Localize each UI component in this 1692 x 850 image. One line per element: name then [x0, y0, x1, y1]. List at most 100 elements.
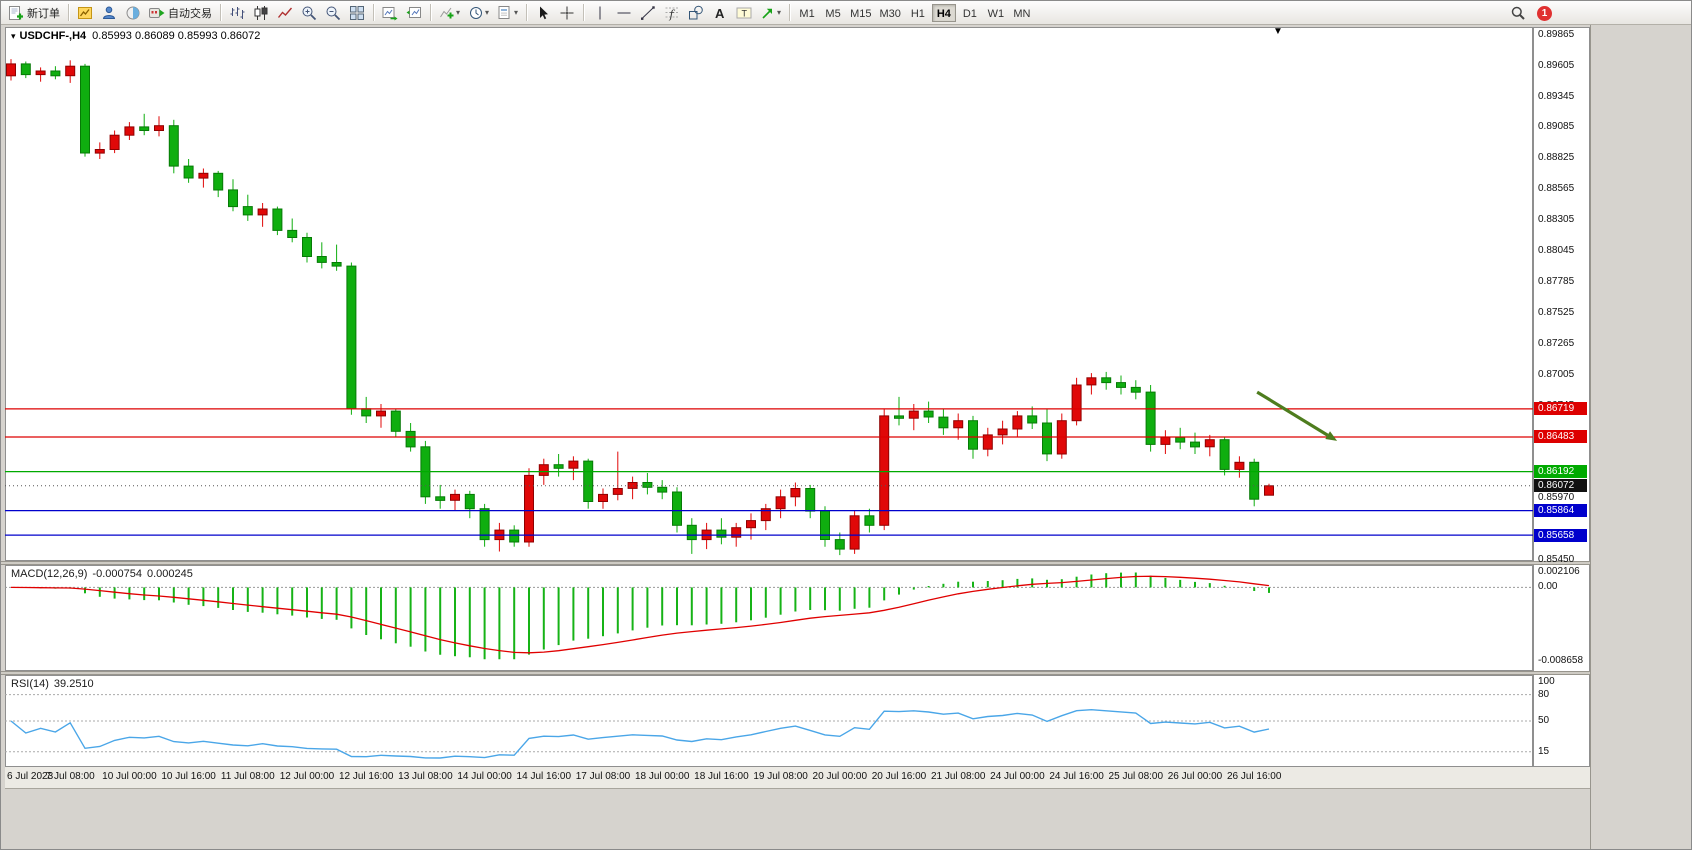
price-tick: 0.87265 — [1538, 337, 1575, 349]
current-price-tag: 0.86072 — [1534, 479, 1587, 493]
tile-windows-icon — [349, 5, 365, 21]
price-axis[interactable] — [1533, 27, 1590, 767]
timeframe-m15[interactable]: M15 — [850, 7, 872, 20]
price-line-tag: 0.85658 — [1534, 528, 1587, 542]
price-chart-area[interactable] — [5, 27, 1533, 561]
notification-badge[interactable]: 1 — [1537, 5, 1552, 21]
panel-splitter[interactable] — [1, 561, 1590, 565]
toolbar-right-group: 1 — [1506, 1, 1552, 25]
dropdown-caret-icon: ▾ — [485, 8, 490, 17]
new-order-icon — [8, 5, 24, 21]
macd-panel[interactable] — [5, 565, 1533, 671]
candle-chart-icon — [253, 5, 269, 21]
timeframe-m5[interactable]: M5 — [825, 7, 841, 20]
data-window-button[interactable] — [122, 3, 144, 23]
v-line-icon — [592, 5, 608, 21]
time-axis[interactable] — [5, 767, 1590, 789]
line-chart-button[interactable] — [274, 3, 296, 23]
macd-signal-value: 0.000245 — [146, 568, 193, 580]
price-line-tag: 0.85864 — [1534, 504, 1587, 518]
zoom-out-button[interactable] — [322, 3, 344, 23]
trendline-icon — [640, 5, 656, 21]
search-button[interactable] — [1507, 3, 1529, 23]
time-label: 24 Jul 00:00 — [990, 771, 1045, 782]
new-chart-icon — [77, 5, 93, 21]
new-order-button[interactable]: 新订单 — [5, 3, 63, 23]
macd-axis-label: 0.00 — [1538, 581, 1558, 593]
new-chart-button[interactable] — [74, 3, 96, 23]
price-tick: 0.89865 — [1538, 28, 1575, 40]
zoom-out-icon — [325, 5, 341, 21]
price-tick: 0.89605 — [1538, 59, 1575, 71]
time-label: 18 Jul 00:00 — [634, 771, 690, 782]
zoom-in-button[interactable] — [298, 3, 320, 23]
timeframe-m1[interactable]: M1 — [799, 7, 815, 20]
price-tick: 0.85450 — [1538, 553, 1575, 565]
rsi-axis-label: 15 — [1538, 745, 1550, 757]
chart-collapse-icon[interactable]: ▾ — [11, 31, 16, 41]
time-label: 18 Jul 16:00 — [694, 771, 749, 782]
timeframe-w1[interactable]: W1 — [987, 7, 1005, 20]
rsi-panel[interactable] — [5, 675, 1533, 767]
macd-name: MACD(12,26,9) — [11, 568, 88, 580]
time-label: 21 Jul 08:00 — [930, 771, 986, 782]
templates-button[interactable]: ▾ — [494, 3, 521, 23]
timeframe-h4[interactable]: H4 — [931, 3, 956, 22]
chart-shift-button[interactable] — [403, 3, 425, 23]
cursor-button[interactable] — [532, 3, 554, 23]
dropdown-caret-icon: ▾ — [456, 8, 461, 17]
arrows-button[interactable]: ▾ — [757, 3, 784, 23]
shapes-icon — [688, 5, 704, 21]
indicators-button[interactable]: ▾ — [436, 3, 463, 23]
fibonacci-button[interactable]: f — [661, 3, 683, 23]
timeframe-mn[interactable]: MN — [1013, 7, 1031, 20]
time-label: 20 Jul 16:00 — [871, 771, 927, 782]
time-label: 10 Jul 16:00 — [161, 771, 216, 782]
profiles-button[interactable] — [98, 3, 120, 23]
autotrading-button[interactable]: 自动交易 — [146, 3, 215, 23]
periods-button[interactable]: ▾ — [465, 3, 492, 23]
text-button[interactable]: A — [709, 3, 731, 23]
bar-chart-button[interactable] — [226, 3, 248, 23]
time-label: 14 Jul 00:00 — [457, 771, 512, 782]
toolbar-separator — [373, 4, 374, 21]
search-icon — [1510, 5, 1526, 21]
vertical-line-button[interactable] — [589, 3, 611, 23]
text-label-button[interactable]: T — [733, 3, 755, 23]
bar-chart-icon — [229, 5, 245, 21]
timeframe-m30[interactable]: M30 — [879, 7, 901, 20]
crosshair-button[interactable] — [556, 3, 578, 23]
price-tick: 0.87525 — [1538, 307, 1575, 319]
trendline-button[interactable] — [637, 3, 659, 23]
cursor-icon — [535, 5, 551, 21]
timeframe-d1[interactable]: D1 — [962, 7, 977, 20]
toolbar-separator — [583, 4, 585, 21]
new-order-button-label: 新订单 — [27, 7, 60, 20]
panel-splitter[interactable] — [1, 671, 1590, 675]
chart-shift-marker[interactable]: ▼ — [1273, 26, 1283, 37]
chart-title: ▾ USDCHF-,H4 0.85993 0.86089 0.85993 0.860… — [11, 30, 260, 42]
toolbar-separator — [789, 4, 791, 21]
rsi-axis-label: 50 — [1538, 715, 1550, 726]
autotrading-button-label: 自动交易 — [168, 7, 212, 20]
toolbar-separator — [220, 4, 221, 21]
time-label: 19 Jul 08:00 — [753, 771, 808, 782]
shapes-button[interactable] — [685, 3, 707, 23]
horizontal-line-button[interactable] — [613, 3, 635, 23]
zoom-in-icon — [301, 5, 317, 21]
h-line-icon — [616, 5, 632, 21]
right-filler-area — [1590, 25, 1691, 849]
price-tick: 0.87785 — [1538, 276, 1575, 288]
rsi-label: RSI(14) 39.2510 — [11, 678, 99, 690]
chart-ohlc: 0.85993 0.86089 0.85993 0.86072 — [92, 30, 261, 42]
price-line-tag: 0.86719 — [1534, 402, 1587, 416]
rsi-axis-label: 80 — [1538, 688, 1550, 700]
auto-scroll-button[interactable] — [379, 3, 401, 23]
timeframe-h1[interactable]: H1 — [910, 7, 925, 20]
candle-chart-button[interactable] — [250, 3, 272, 23]
autotrading-icon — [149, 5, 165, 21]
tile-windows-button[interactable] — [346, 3, 368, 23]
time-label: 24 Jul 16:00 — [1049, 771, 1104, 782]
rsi-name: RSI(14) — [11, 678, 49, 690]
